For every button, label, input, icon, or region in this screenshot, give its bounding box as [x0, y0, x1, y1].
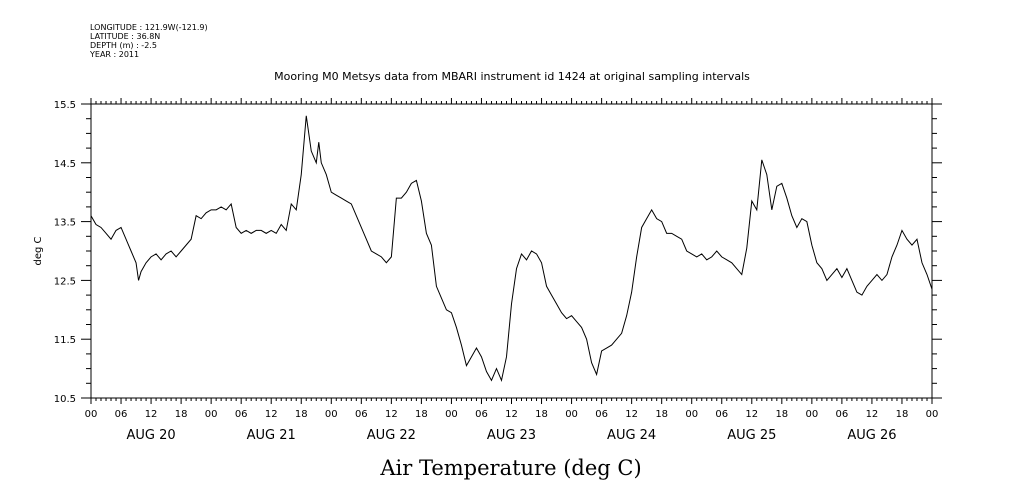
x-tick-label: 18 — [535, 409, 548, 420]
x-tick-label: 12 — [745, 409, 758, 420]
y-tick-label: 14.5 — [54, 159, 76, 170]
y-tick-label: 13.5 — [54, 218, 76, 229]
day-label: AUG 26 — [847, 428, 896, 443]
x-tick-label: 12 — [625, 409, 638, 420]
day-label: AUG 25 — [727, 428, 776, 443]
x-tick-label: 00 — [805, 409, 818, 420]
x-tick-label: 06 — [836, 409, 849, 420]
day-labels: AUG 20 AUG 21 AUG 22 AUG 23 AUG 24 AUG 25 AUG … — [126, 428, 896, 443]
x-tick-label: 18 — [655, 409, 668, 420]
depth-label: DEPTH (m) : -2.5 — [90, 41, 157, 50]
x-tick-label: 12 — [265, 409, 278, 420]
axis-ticks — [81, 98, 942, 404]
x-tick-label: 00 — [445, 409, 458, 420]
x-tick-label: 12 — [385, 409, 398, 420]
y-tick-label: 15.5 — [54, 100, 76, 111]
latitude-label: LATITUDE : 36.8N — [90, 32, 160, 41]
y-tick-label: 10.5 — [54, 394, 76, 405]
x-tick-label: 06 — [475, 409, 488, 420]
y-axis-label: deg C — [33, 236, 44, 265]
x-tick-label: 00 — [325, 409, 338, 420]
x-tick-label: 12 — [145, 409, 158, 420]
x-tick-label: 18 — [295, 409, 308, 420]
x-tick-label: 06 — [355, 409, 368, 420]
x-tick-label: 06 — [115, 409, 128, 420]
y-tick-labels: 10.5 11.5 12.5 13.5 14.5 15.5 — [54, 100, 76, 405]
x-tick-label: 00 — [565, 409, 578, 420]
day-label: AUG 24 — [607, 428, 656, 443]
x-tick-label: 00 — [685, 409, 698, 420]
longitude-label: LONGITUDE : 121.9W(-121.9) — [90, 23, 208, 32]
day-label: AUG 23 — [487, 428, 536, 443]
series-line — [90, 115, 933, 383]
x-axis-label: Air Temperature (deg C) — [379, 456, 641, 480]
plot-frame — [90, 103, 933, 399]
day-label: AUG 22 — [367, 428, 416, 443]
x-tick-label: 12 — [505, 409, 518, 420]
x-tick-label: 00 — [205, 409, 218, 420]
y-tick-label: 12.5 — [54, 276, 76, 287]
x-tick-label: 00 — [85, 409, 98, 420]
y-tick-label: 11.5 — [54, 335, 76, 346]
x-tick-label: 18 — [415, 409, 428, 420]
x-tick-label: 06 — [715, 409, 728, 420]
x-tick-label: 06 — [235, 409, 248, 420]
x-tick-label: 00 — [926, 409, 939, 420]
x-tick-label: 18 — [175, 409, 188, 420]
chart-title: Mooring M0 Metsys data from MBARI instru… — [274, 70, 750, 83]
day-label: AUG 20 — [126, 428, 175, 443]
series-group — [90, 115, 933, 383]
x-tick-label: 12 — [866, 409, 879, 420]
x-tick-label: 06 — [595, 409, 608, 420]
x-tick-labels: 00 06 12 18 00 06 12 18 00 06 12 18 00 06 12 18 00 06 12 18… — [85, 409, 939, 420]
x-tick-label: 18 — [896, 409, 909, 420]
day-label: AUG 21 — [247, 428, 296, 443]
x-tick-label: 18 — [775, 409, 788, 420]
year-label: YEAR : 2011 — [89, 50, 139, 59]
